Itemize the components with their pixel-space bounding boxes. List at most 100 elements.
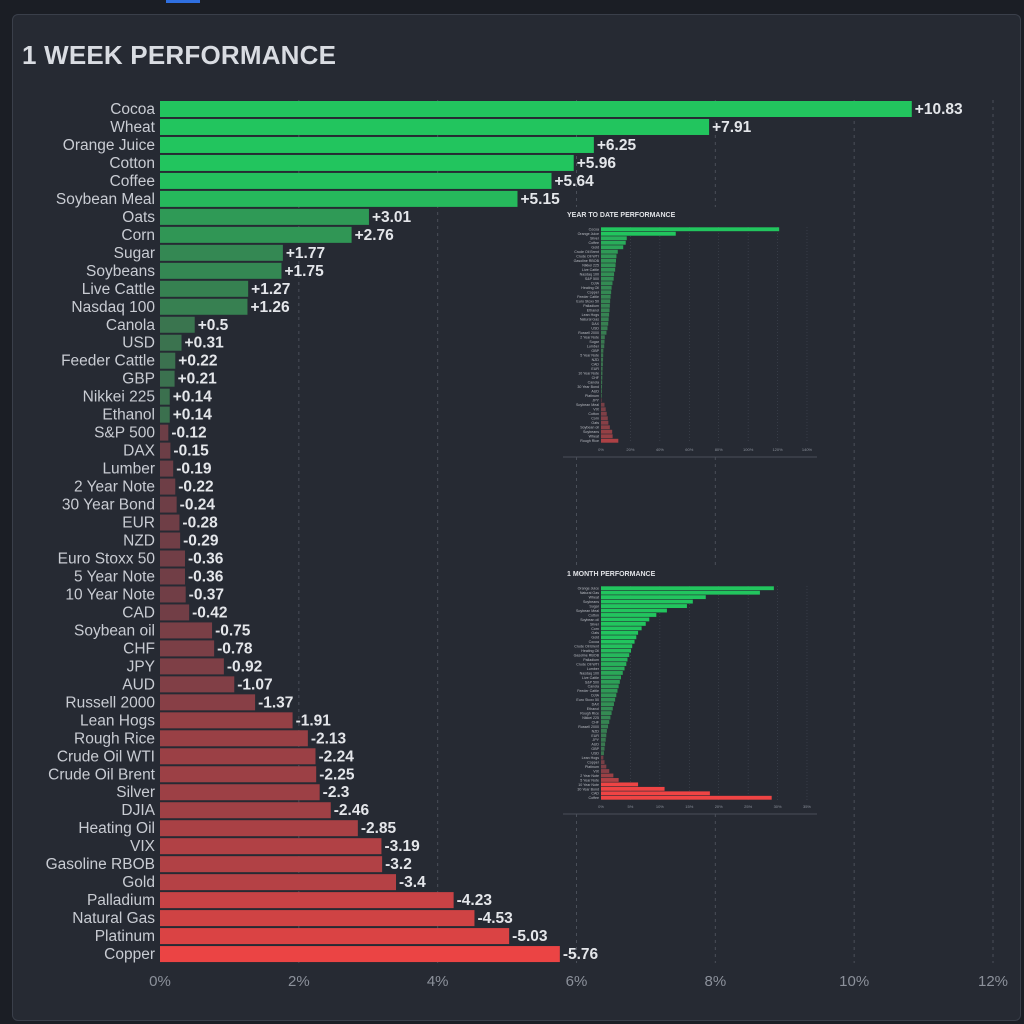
inset-bar-30-year-bond — [601, 786, 665, 791]
inset-bar-aud — [601, 742, 606, 747]
value-label: -0.12 — [171, 425, 206, 442]
inset-category-label: Crude Oil WTI — [576, 255, 599, 259]
category-label: 10 Year Note — [65, 586, 155, 603]
x-axis: 0% 2% 4% 6% 8% 10% 12% — [149, 973, 1008, 990]
inset-x-tick-label: 0% — [598, 804, 604, 809]
inset-category-label: Cotton — [588, 412, 599, 416]
inset-category-label: Canola — [588, 381, 599, 385]
category-label: Cotton — [109, 155, 155, 172]
bar-nasdaq-100 — [160, 298, 248, 315]
inset-bar-palladium — [601, 303, 610, 308]
inset-bar-gold — [601, 635, 637, 640]
inset-category-label: CAD — [591, 363, 599, 367]
inset-category-label: Silver — [590, 237, 600, 241]
inset-category-label: Soybean oil — [580, 618, 599, 622]
bar-oats — [160, 208, 369, 225]
inset-x-tick-label: 20% — [626, 447, 634, 452]
category-label: Ethanol — [102, 407, 155, 424]
category-label: Nikkei 225 — [83, 389, 155, 406]
value-label: -0.42 — [192, 604, 227, 621]
inset-bar-chf — [601, 375, 603, 380]
inset-bar-eur — [601, 366, 603, 371]
inset-category-label: DAX — [592, 322, 600, 326]
category-label: 30 Year Bond — [62, 497, 155, 514]
inset-bar-gbp — [601, 746, 605, 751]
category-label: S&P 500 — [94, 425, 155, 442]
inset-category-label: 2 Year Note — [580, 336, 599, 340]
inset-category-label: VIX — [593, 769, 599, 773]
value-label: +2.76 — [355, 227, 395, 244]
inset-category-label: JPY — [592, 399, 599, 403]
bar-natural-gas — [160, 910, 475, 927]
value-label: -0.36 — [188, 568, 224, 585]
inset-category-label: S&P 500 — [585, 680, 599, 684]
inset-bar-soybean-oil — [601, 425, 610, 430]
value-label: +0.14 — [173, 389, 213, 406]
value-label: -2.46 — [334, 802, 370, 819]
value-label: +7.91 — [712, 119, 752, 136]
value-label: -0.37 — [189, 586, 224, 603]
inset-bar-cocoa — [601, 227, 780, 232]
inset-bar-cotton — [601, 613, 657, 617]
inset-category-label: GBP — [591, 349, 599, 353]
bar-feeder-cattle — [160, 352, 176, 369]
inset-bar-5-year-note — [601, 353, 604, 358]
inset-bar-ethanol — [601, 308, 610, 313]
top-tab-indicator[interactable] — [166, 0, 200, 3]
inset-x-tick-label: 140% — [802, 447, 813, 452]
value-label: -4.53 — [477, 910, 513, 927]
bars-layer: Cocoa +10.83 Wheat +7.91 Orange Juice +6.25 Co… — [46, 101, 963, 963]
inset-category-label: Rough Rice — [580, 439, 599, 443]
category-label: Lumber — [102, 461, 155, 478]
inset-1-month-chart: 1 MONTH PERFORMANCE 0% 5% 10% 15% 20% 25% 30% 35… — [563, 566, 817, 815]
bar-eur — [160, 514, 180, 531]
inset-category-label: Gold — [591, 636, 599, 640]
inset-category-label: AUD — [591, 743, 599, 747]
inset-category-label: GBP — [591, 747, 599, 751]
category-label: Heating Oil — [78, 820, 155, 837]
inset-x-tick-label: 0% — [598, 447, 604, 452]
value-label: -0.22 — [178, 479, 213, 496]
value-label: -0.75 — [215, 622, 251, 639]
bar-soybeans — [160, 262, 282, 279]
category-label: Canola — [106, 317, 155, 334]
inset-bar-nzd — [601, 728, 607, 733]
bar-2-year-note — [160, 478, 176, 495]
inset-bar-crude-oil-brent — [601, 644, 633, 649]
value-label: +1.75 — [284, 263, 324, 280]
inset-category-label: 30 Year Bond — [577, 385, 599, 389]
inset-category-label: CAD — [591, 792, 599, 796]
inset-x-tick-label: 100% — [743, 447, 754, 452]
inset-category-label: Platinum — [585, 765, 599, 769]
inset-bar-russell-2000 — [601, 330, 607, 335]
inset-category-label: Crude Oil Brent — [574, 645, 599, 649]
bar-5-year-note — [160, 568, 185, 585]
bar-coffee — [160, 172, 552, 189]
inset-bar-2-year-note — [601, 773, 614, 778]
inset-category-label: Sugar — [589, 340, 599, 344]
inset-x-tick-label: 10% — [656, 804, 664, 809]
inset-category-label: Canola — [588, 685, 599, 689]
inset-bar-sugar — [601, 604, 687, 608]
inset-x-tick-label: 5% — [628, 804, 634, 809]
bar-10-year-note — [160, 586, 186, 603]
inset-bar-live-cattle — [601, 267, 616, 272]
inset-bar-dax — [601, 702, 614, 707]
inset-bar-soybeans — [601, 599, 693, 604]
inset-bar-feeder-cattle — [601, 688, 618, 693]
x-tick-label: 6% — [566, 973, 588, 990]
inset-category-label: 30 Year Bond — [577, 787, 599, 791]
category-label: Crude Oil WTI — [57, 748, 155, 765]
category-label: Soybean oil — [74, 622, 155, 639]
bar-copper — [160, 946, 560, 963]
inset-bar-lumber — [601, 666, 625, 671]
category-label: EUR — [122, 515, 155, 532]
bar-chf — [160, 640, 215, 657]
value-label: +0.21 — [178, 371, 218, 388]
value-label: -0.92 — [227, 658, 262, 675]
category-label: Palladium — [87, 892, 155, 909]
bar-russell-2000 — [160, 694, 256, 711]
inset-category-label: Live Cattle — [582, 676, 599, 680]
bar-cad — [160, 604, 190, 621]
bar-30-year-bond — [160, 496, 177, 513]
